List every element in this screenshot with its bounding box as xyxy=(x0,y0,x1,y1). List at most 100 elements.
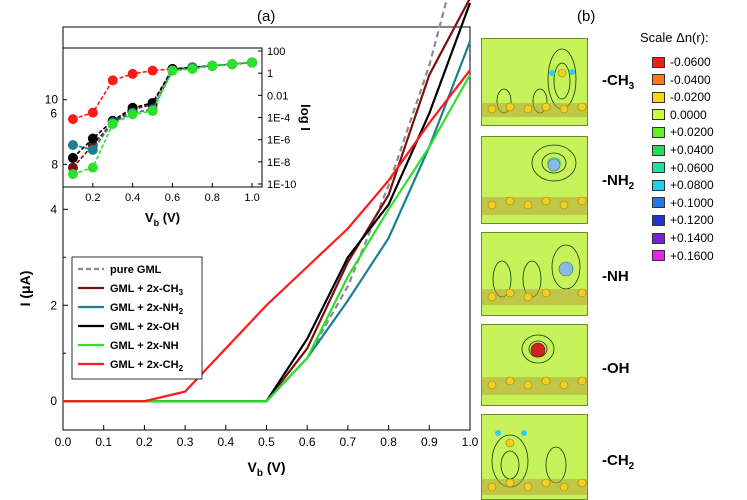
inset-right-tick-label: 1E-8 xyxy=(267,157,290,169)
legend-box xyxy=(71,256,203,380)
inset-right-tick-label: 100 xyxy=(267,46,285,58)
scale-swatch xyxy=(652,162,665,174)
density-map-ch2 xyxy=(481,414,588,500)
scale-value: +0.1200 xyxy=(670,213,714,228)
inset-x-axis-label: Vb (V) xyxy=(145,210,180,228)
scale-entry: +0.1000 xyxy=(652,196,714,210)
scale-value: +0.1400 xyxy=(670,231,714,245)
x-tick-label: 0.9 xyxy=(421,435,438,449)
scale-swatch xyxy=(652,214,665,226)
x-tick-label: 0.4 xyxy=(217,435,234,449)
inset-data-point xyxy=(87,133,98,144)
scale-entry: -0.0400 xyxy=(652,73,711,87)
inset-data-point xyxy=(67,114,78,125)
scale-title: Scale Δn(r): xyxy=(640,30,709,45)
inset-data-point xyxy=(87,144,98,155)
scale-swatch xyxy=(652,56,665,68)
panel-b-label: (b) xyxy=(577,8,596,25)
group-label-oh: -OH xyxy=(602,360,630,377)
series-line xyxy=(63,74,471,403)
inset-right-tick-label: 1E-6 xyxy=(267,135,290,147)
panel-a-label: (a) xyxy=(257,8,276,25)
scale-value: +0.1600 xyxy=(670,248,714,263)
legend-entry: GML + 2x-NH xyxy=(110,340,179,352)
scale-entry: +0.0600 xyxy=(652,161,714,175)
inset-x-tick-label: 0.8 xyxy=(205,192,220,204)
scale-swatch xyxy=(652,232,665,244)
legend-entry: GML + 2x-CH2 xyxy=(110,359,184,373)
inset-data-point xyxy=(67,169,78,180)
scale-entry: -0.0200 xyxy=(652,90,711,104)
scale-swatch xyxy=(652,109,665,121)
inset-right-tick-label: 1 xyxy=(267,68,273,80)
x-tick-label: 0.7 xyxy=(340,435,357,449)
inset-data-point xyxy=(167,65,178,76)
group-label-nh: -NH xyxy=(602,268,629,285)
scale-entry: +0.1400 xyxy=(652,231,714,245)
scale-entry: +0.0400 xyxy=(652,143,714,157)
x-axis-label: Vb (V) xyxy=(247,459,285,479)
inset-y-tick-label: 8 xyxy=(51,157,58,171)
inset-data-point xyxy=(67,139,78,150)
scale-value: -0.0200 xyxy=(670,90,711,105)
density-map-nh xyxy=(481,232,588,316)
x-tick-label: 0.6 xyxy=(299,435,316,449)
inset-data-point xyxy=(107,118,118,129)
scale-swatch xyxy=(652,144,665,156)
legend-entry: pure GML xyxy=(110,264,162,276)
inset-data-point xyxy=(147,106,158,117)
x-tick-label: 0.0 xyxy=(55,435,72,449)
scale-entry: +0.0800 xyxy=(652,178,714,192)
inset-data-point xyxy=(247,57,258,68)
inset-data-point xyxy=(67,152,78,163)
inset-x-tick-label: 0.4 xyxy=(125,192,140,204)
scale-swatch xyxy=(652,197,665,209)
inset-x-tick-label: 0.6 xyxy=(165,192,180,204)
legend-entry: GML + 2x-OH xyxy=(110,321,179,333)
inset-series-line xyxy=(72,61,253,151)
scale-value: -0.0600 xyxy=(670,55,711,69)
inset-data-point xyxy=(127,68,138,79)
inset-data-point xyxy=(127,109,138,120)
scale-value: +0.0200 xyxy=(670,125,714,140)
x-tick-label: 0.5 xyxy=(258,435,275,449)
scale-value: +0.0400 xyxy=(670,143,714,157)
y-tick-label: 4 xyxy=(50,202,57,216)
density-map-oh xyxy=(481,324,588,406)
inset-y-tick-label: 10 xyxy=(45,93,59,107)
group-label-ch3: -CH3 xyxy=(602,72,635,92)
inset-right-tick-label: 1E-4 xyxy=(267,113,290,125)
legend-entry: GML + 2x-NH2 xyxy=(110,302,184,316)
group-label-nh2: -NH2 xyxy=(602,172,635,192)
x-tick-label: 0.3 xyxy=(177,435,194,449)
main-iv-chart: 0.0 0.1 0.2 0.3 0.4 0.5 0.6 0.7 0.8 0.9 1.0 0 2 4 6 Vb … xyxy=(17,0,479,479)
scale-value: +0.1000 xyxy=(670,195,714,210)
scale-swatch xyxy=(652,74,665,86)
inset-x-tick-label: 1.0 xyxy=(244,192,259,204)
inset-data-point xyxy=(227,59,238,70)
density-map-ch3 xyxy=(481,38,588,126)
inset-data-point xyxy=(107,75,118,86)
inset-right-axis-label: log I xyxy=(298,104,313,131)
density-map-nh2 xyxy=(481,136,588,224)
x-tick-label: 0.8 xyxy=(380,435,397,449)
inset-data-point xyxy=(147,65,158,76)
x-tick-label: 0.2 xyxy=(136,435,153,449)
inset-data-point xyxy=(87,107,98,118)
scale-value: 0.0000 xyxy=(670,107,707,122)
scale-entry: 0.0000 xyxy=(652,108,707,122)
inset-data-point xyxy=(207,60,218,71)
y-axis-label: I (μA) xyxy=(17,271,33,307)
y-tick-label: 0 xyxy=(50,394,57,408)
y-tick-label: 2 xyxy=(50,298,57,312)
legend-entry: GML + 2x-CH3 xyxy=(110,283,184,297)
scale-entry: +0.1600 xyxy=(652,249,714,263)
scale-value: +0.0800 xyxy=(670,178,714,193)
inset-right-tick-label: 0.01 xyxy=(267,90,288,102)
y-tick-label: 6 xyxy=(50,106,57,120)
scale-value: -0.0400 xyxy=(670,72,711,87)
scale-entry: +0.0200 xyxy=(652,125,714,139)
scale-entry: +0.1200 xyxy=(652,213,714,227)
x-tick-label: 0.1 xyxy=(95,435,112,449)
inset-plot-frame xyxy=(62,47,263,188)
